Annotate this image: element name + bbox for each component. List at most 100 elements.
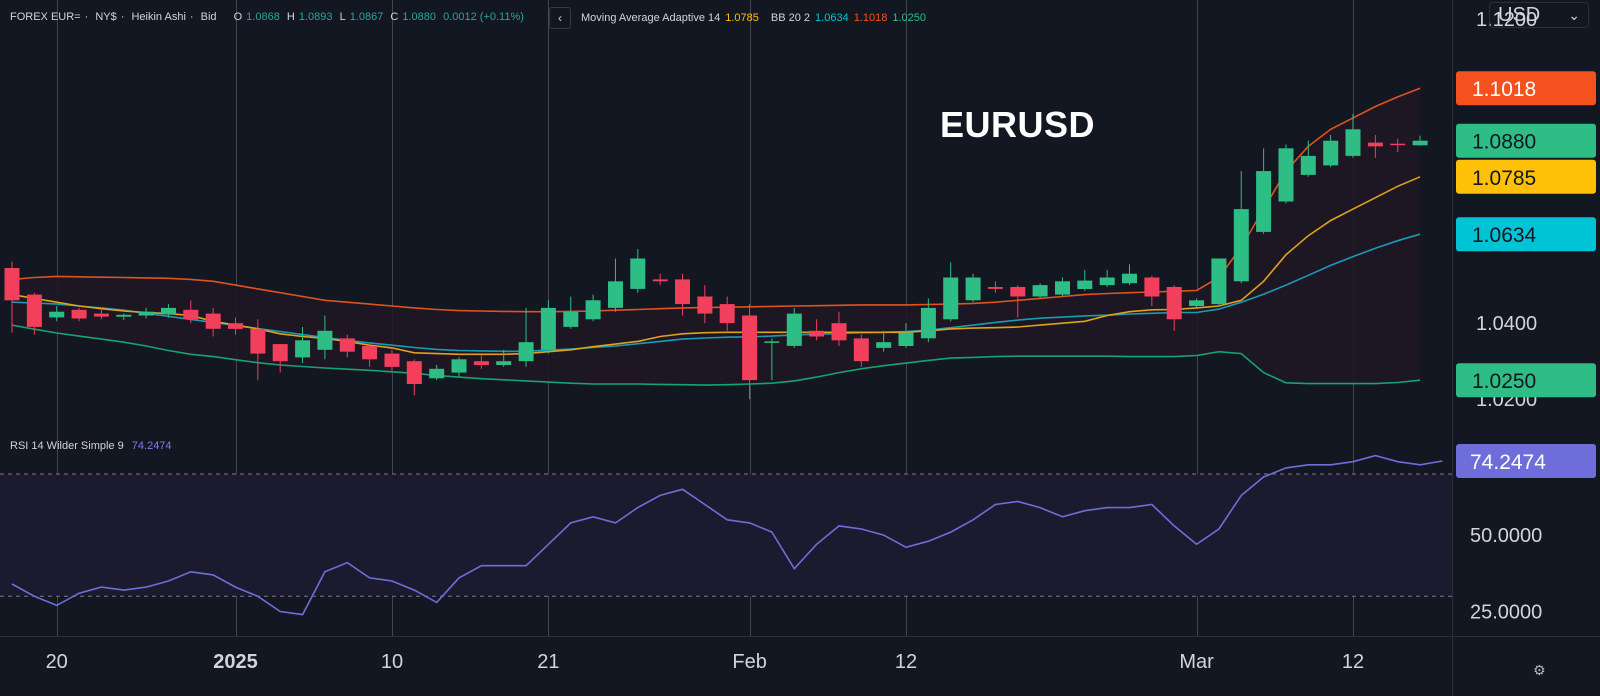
candle [965, 273, 981, 303]
candle-body [1166, 287, 1182, 320]
badge-bg [1456, 363, 1596, 398]
currency-label: USD [1498, 3, 1541, 26]
chart-style: Heikin Ashi [131, 11, 186, 23]
rsi-label[interactable]: RSI 14 Wilder Simple 9 [10, 440, 124, 452]
candle-body [451, 359, 467, 373]
price-tick-label: 1.0400 [1476, 313, 1537, 335]
main-legend: FOREX EUR= · NY$ · Heikin Ashi · Bid O 1.086… [10, 11, 524, 23]
candle [987, 281, 1003, 293]
candle [1010, 285, 1026, 318]
candle-body [49, 311, 65, 318]
rsi-value: 74.2474 [131, 440, 172, 452]
candle [317, 315, 333, 360]
candle-body [250, 328, 266, 354]
candle-body [1122, 273, 1137, 284]
candle [295, 326, 311, 364]
candle-body [339, 338, 355, 352]
candle-body [473, 361, 489, 365]
candle-body [93, 313, 109, 317]
candle-body [317, 330, 333, 350]
candle [406, 359, 422, 396]
open-label: O [233, 11, 243, 23]
candle-body [898, 332, 914, 346]
badge-text: 1.0785 [1472, 167, 1536, 190]
candle [451, 357, 467, 377]
candle [585, 294, 601, 322]
collapse-legend-button[interactable]: ‹ [549, 7, 571, 29]
candle-body [1077, 280, 1093, 289]
candle [876, 330, 892, 352]
candle [1099, 269, 1115, 288]
candle [71, 307, 87, 322]
candle [1166, 285, 1182, 331]
candle-body [1345, 129, 1361, 156]
bb-lower-price-badge: 1.0250 [1456, 363, 1596, 398]
candle [1077, 269, 1093, 291]
candle [272, 344, 288, 373]
symbol-name[interactable]: FOREX EUR= [10, 11, 81, 23]
candle-body [429, 368, 445, 379]
time-tick-label: 21 [537, 651, 559, 673]
candle [138, 307, 154, 319]
candle-body [831, 323, 847, 341]
candle-body [1300, 155, 1316, 175]
candle [1300, 140, 1316, 177]
rsi-value-badge: 74.2474 [1456, 444, 1596, 478]
candle-body [1233, 209, 1249, 282]
candle [764, 338, 780, 381]
candle-body [228, 323, 243, 329]
close-label: C [390, 11, 399, 23]
candle [1122, 264, 1137, 286]
candle [205, 307, 221, 337]
candle [898, 323, 914, 348]
gear-icon[interactable]: ⚙ [1533, 662, 1546, 678]
candle [161, 304, 176, 318]
candle-body [161, 307, 176, 315]
candle-body [1323, 140, 1339, 166]
ma-price-badge: 1.0785 [1456, 159, 1596, 194]
candle [1278, 144, 1294, 204]
candle-body [742, 315, 758, 381]
candle-body [965, 277, 981, 301]
candle-body [496, 361, 512, 365]
badge-bg [1456, 123, 1596, 158]
candle-body [1211, 258, 1227, 305]
candle [1144, 275, 1160, 307]
candle-body [1032, 285, 1048, 297]
candle [1189, 298, 1205, 308]
candle [93, 308, 109, 320]
time-tick-label: 10 [381, 651, 403, 673]
bb-mid-value: 1.0634 [815, 12, 849, 24]
currency-selector[interactable]: USD ⌄ [1489, 2, 1589, 28]
change-value: 0.0012 (+0.11%) [443, 11, 524, 23]
chevron-down-icon: ⌄ [1568, 6, 1580, 23]
close-value: 1.0880 [402, 11, 437, 23]
bb-upper-price-badge: 1.1018 [1456, 71, 1596, 106]
indicator-legend: ‹ Moving Average Adaptive 14 1.0785 BB 2… [549, 7, 931, 29]
candle [697, 285, 713, 324]
candle [943, 262, 959, 322]
badge-bg [1456, 217, 1596, 252]
candle-body [630, 258, 646, 289]
candle [228, 317, 243, 335]
bb-lower-value: 1.0250 [892, 12, 926, 24]
chevron-left-icon: ‹ [558, 11, 562, 25]
candle [1367, 134, 1383, 158]
candle [473, 355, 489, 369]
time-tick-label: Mar [1179, 651, 1214, 673]
high-value: 1.0893 [298, 11, 333, 23]
ma-label[interactable]: Moving Average Adaptive 14 [581, 12, 721, 24]
candle [1211, 258, 1227, 307]
badge-bg [1456, 444, 1596, 478]
badge-bg [1456, 71, 1596, 106]
candle-body [1189, 300, 1205, 306]
candle [742, 304, 758, 400]
bb-label[interactable]: BB 20 2 [770, 12, 811, 24]
candle [26, 292, 42, 335]
ma-line [11, 176, 1421, 356]
candle-body [920, 307, 936, 339]
time-tick-label: 12 [895, 651, 917, 673]
candle [429, 364, 445, 381]
badge-text: 74.2474 [1470, 451, 1546, 474]
